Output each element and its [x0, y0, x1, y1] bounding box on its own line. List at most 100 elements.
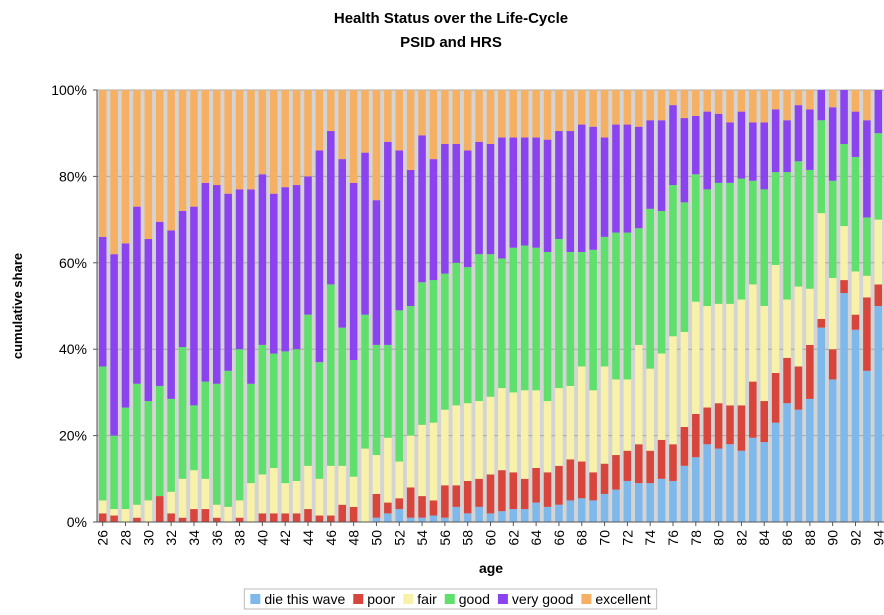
- bar-segment: [178, 90, 187, 211]
- bar-segment: [623, 379, 632, 451]
- bar-segment: [623, 90, 632, 125]
- bar-segment: [635, 228, 643, 345]
- bar-segment: [441, 273, 449, 410]
- bar-segment: [635, 126, 643, 229]
- bar-segment: [98, 500, 107, 514]
- bar-segment: [349, 182, 358, 360]
- bar-segment: [806, 398, 814, 522]
- x-tick-label: 38: [232, 530, 248, 546]
- bar-segment: [178, 347, 187, 479]
- bar-segment: [532, 247, 540, 391]
- bar-segment: [543, 506, 552, 522]
- legend: die this wave poor fair good very good excell…: [243, 588, 658, 610]
- bar-segment: [406, 169, 415, 306]
- bar-segment: [235, 517, 244, 522]
- bar-segment: [635, 344, 643, 445]
- bar-segment: [771, 109, 780, 173]
- bar-segment: [555, 131, 563, 240]
- y-tick-label: 40%: [59, 341, 87, 357]
- bar-segment: [270, 193, 278, 354]
- bar-segment: [372, 344, 381, 456]
- bar-segment: [828, 349, 837, 380]
- bar-segment: [646, 208, 654, 369]
- bar-segment: [555, 388, 563, 466]
- bar-segment: [406, 517, 415, 522]
- bar-segment: [486, 396, 495, 475]
- bar-segment: [635, 483, 643, 522]
- x-tick-label: 28: [118, 530, 134, 546]
- bar-segment: [771, 172, 780, 265]
- bar-segment: [794, 286, 803, 367]
- bar-segment: [828, 90, 837, 108]
- bar-segment: [532, 468, 540, 503]
- bar-segment: [349, 476, 358, 507]
- bar-segment: [201, 478, 210, 510]
- bar-segment: [247, 189, 255, 384]
- x-tick-label: 32: [163, 530, 179, 546]
- x-tick-label: 94: [870, 530, 884, 546]
- bar-segment: [600, 366, 609, 464]
- bar-segment: [703, 189, 711, 306]
- bar-segment: [692, 174, 700, 302]
- y-tick-label: 20%: [59, 428, 87, 444]
- bar-segment: [133, 383, 141, 505]
- bar-segment: [292, 90, 301, 186]
- bar-segment: [760, 442, 769, 522]
- bar-segment: [327, 90, 335, 132]
- legend-swatch: [353, 594, 364, 604]
- bar-segment: [612, 124, 620, 233]
- bar-segment: [247, 383, 255, 484]
- bar-segment: [794, 409, 803, 522]
- bar-segment: [783, 172, 791, 300]
- bar-segment: [406, 90, 415, 170]
- bar-segment: [155, 496, 164, 522]
- bar-segment: [212, 517, 221, 522]
- bar-segment: [110, 254, 118, 436]
- bar-segment: [384, 437, 392, 503]
- bar-segment: [110, 515, 118, 522]
- bar-segment: [498, 137, 506, 259]
- legend-swatch: [250, 594, 261, 604]
- bar-segment: [190, 90, 198, 207]
- bar-segment: [418, 517, 426, 522]
- bar-segment: [566, 500, 575, 522]
- bar-segment: [429, 280, 438, 423]
- bar-segment: [201, 90, 210, 183]
- x-axis-title: age: [479, 560, 503, 576]
- bar-segment: [669, 105, 677, 186]
- x-tick-label: 64: [528, 530, 544, 546]
- bar-segment: [498, 258, 506, 389]
- bar-segment: [817, 213, 826, 319]
- bar-segment: [212, 504, 221, 518]
- bar-segment: [247, 483, 255, 522]
- bar-segment: [121, 90, 130, 244]
- bar-segment: [874, 133, 883, 220]
- bar-segment: [281, 187, 289, 352]
- bar-segment: [566, 90, 575, 132]
- bar-segment: [600, 463, 609, 494]
- x-tick-label: 52: [391, 530, 407, 546]
- bar-segment: [817, 327, 826, 522]
- bar-segment: [680, 90, 689, 119]
- bar-segment: [726, 182, 734, 304]
- x-tick-label: 40: [254, 530, 270, 546]
- bar-segment: [144, 500, 153, 522]
- bar-segment: [657, 439, 666, 479]
- bar-segment: [372, 455, 381, 494]
- bar-segment: [429, 90, 438, 160]
- bar-segment: [669, 444, 677, 481]
- bar-segment: [133, 504, 141, 518]
- bar-segment: [372, 90, 381, 201]
- bar-segment: [669, 90, 677, 106]
- bar-segment: [771, 422, 780, 522]
- bar-segment: [555, 90, 563, 132]
- bar-segment: [646, 483, 654, 522]
- bar-segment: [692, 301, 700, 414]
- bar-segment: [703, 306, 711, 408]
- bar-segment: [121, 243, 130, 408]
- x-tick-label: 80: [711, 530, 727, 546]
- bar-segment: [327, 284, 335, 466]
- bar-segment: [543, 139, 552, 252]
- bar-segment: [600, 236, 609, 367]
- bar-segment: [292, 349, 301, 481]
